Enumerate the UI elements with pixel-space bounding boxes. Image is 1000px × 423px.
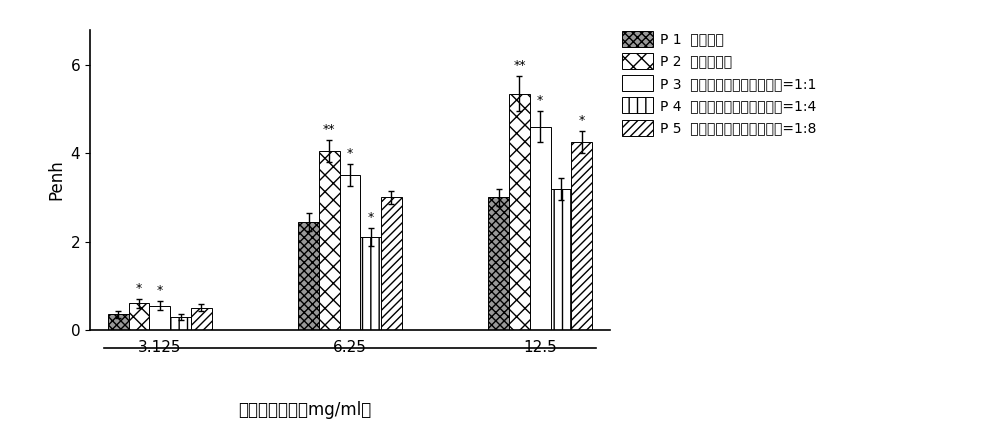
- Text: *: *: [136, 282, 142, 294]
- Bar: [298, 222, 319, 330]
- Bar: [149, 306, 170, 330]
- Bar: [319, 151, 340, 330]
- Text: **: **: [513, 58, 526, 71]
- Bar: [530, 127, 551, 330]
- Bar: [360, 237, 381, 330]
- Text: *: *: [157, 284, 163, 297]
- Bar: [488, 198, 509, 330]
- Y-axis label: Penh: Penh: [47, 159, 65, 200]
- Text: *: *: [537, 94, 543, 107]
- Text: *: *: [347, 147, 353, 160]
- Legend: P 1  生理盐水, P 2  依地酸二锴, P 3  依地酸二锴：葡萄糖酸锴=1:1, P 4  依地酸二锴：葡萄糖酸锴=1:4, P 5  依地酸二锴：葡萄: P 1 生理盐水, P 2 依地酸二锴, P 3 依地酸二锴：葡萄糖酸锴=1:1…: [622, 30, 816, 136]
- Bar: [381, 198, 402, 330]
- Text: *: *: [368, 211, 374, 224]
- Bar: [571, 142, 592, 330]
- Bar: [170, 317, 191, 330]
- Bar: [108, 314, 129, 330]
- Text: **: **: [323, 123, 336, 136]
- Bar: [551, 189, 571, 330]
- Bar: [191, 308, 212, 330]
- Bar: [340, 176, 360, 330]
- Bar: [509, 93, 530, 330]
- Bar: [129, 303, 149, 330]
- Text: *: *: [579, 114, 585, 127]
- Text: 乙酰胆碱浓度（mg/ml）: 乙酰胆碱浓度（mg/ml）: [238, 401, 372, 419]
